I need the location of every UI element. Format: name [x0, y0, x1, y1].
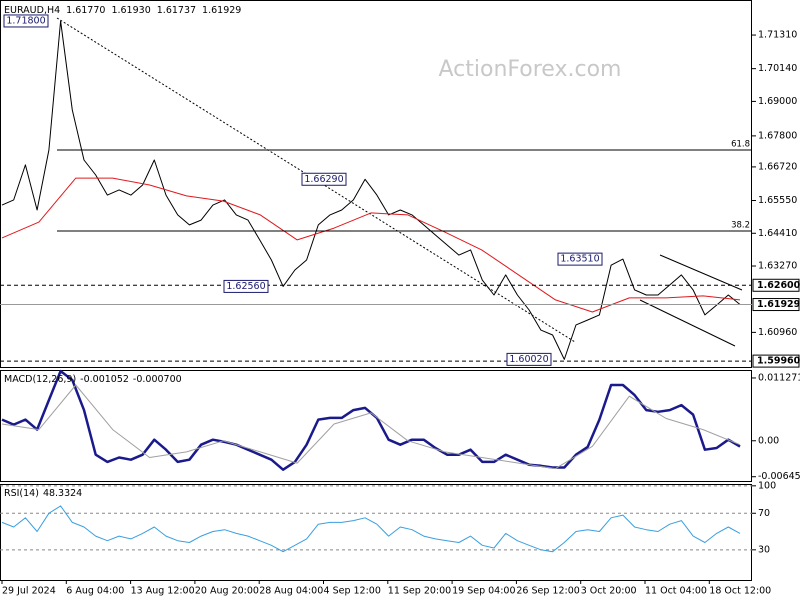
- y-tick-label: 1.70140: [758, 63, 797, 74]
- annotation-box: [557, 252, 603, 266]
- watermark: ActionForex.com: [439, 57, 622, 82]
- ohlc-value: 1.61770: [66, 5, 105, 16]
- y-tick-label: 70: [758, 508, 770, 519]
- price-label-box: [752, 298, 800, 312]
- y-tick-label: -0.006453: [758, 471, 800, 482]
- y-tick-label: 1.60960: [758, 327, 797, 338]
- price-label-box: [752, 278, 800, 292]
- indicator-reading: -0.001052: [80, 374, 129, 385]
- indicator-name: RSI(14): [4, 488, 39, 499]
- y-tick-label: 1.65550: [758, 195, 797, 206]
- x-tick-label: 28 Aug 04:00: [259, 586, 323, 597]
- series-line: [1, 20, 741, 360]
- x-tick-label: 18 Oct 12:00: [709, 586, 771, 597]
- x-tick-label: 20 Aug 20:00: [195, 586, 259, 597]
- indicator-title: MACD(12,26,9) -0.001052 -0.000700: [4, 374, 182, 385]
- rsi-panel: [0, 484, 752, 581]
- series-line: [1, 505, 741, 553]
- series-line: [1, 369, 741, 471]
- symbol: EURAUD,H4: [4, 5, 60, 16]
- y-tick-label: 1.71310: [758, 30, 797, 41]
- indicator-reading: 48.3324: [43, 488, 82, 499]
- x-tick-label: 13 Aug 12:00: [131, 586, 195, 597]
- ohlc-value: 1.61737: [157, 5, 196, 16]
- price-label: 1.62600: [757, 280, 800, 291]
- fib-label: 38.2: [731, 220, 750, 230]
- x-tick-label: 11 Oct 04:00: [645, 586, 707, 597]
- ohlc-value: 1.61930: [111, 5, 150, 16]
- annotation-box: [223, 279, 269, 293]
- header: EURAUD,H4 1.61770 1.61930 1.61737 1.61929: [4, 5, 241, 16]
- y-tick-label: 1.64410: [758, 228, 797, 239]
- annotation-box: [506, 352, 552, 366]
- x-tick-label: 4 Sep 12:00: [324, 586, 381, 597]
- indicator-name: MACD(12,26,9): [4, 374, 76, 385]
- ohlc-value: 1.61929: [202, 5, 241, 16]
- annotation: 1.63510: [560, 254, 599, 265]
- indicator-reading: -0.000700: [133, 374, 182, 385]
- y-tick-label: 1.66720: [758, 161, 797, 172]
- x-tick-label: 19 Sep 04:00: [452, 586, 515, 597]
- series-line: [1, 177, 741, 313]
- price-panel: [0, 0, 752, 368]
- annotation: 1.71800: [6, 15, 45, 26]
- y-tick-label: 0.011271: [758, 372, 800, 383]
- price-label-box: [752, 354, 800, 368]
- macd-panel: [0, 370, 752, 482]
- annotation-box: [3, 14, 49, 28]
- annotation: 1.66290: [304, 174, 343, 185]
- y-tick-label: 0.00: [758, 435, 779, 446]
- x-tick-label: 3 Oct 20:00: [581, 586, 637, 597]
- x-tick-label: 26 Sep 12:00: [516, 586, 579, 597]
- annotation-box: [301, 172, 347, 186]
- channel-line: [639, 299, 736, 347]
- x-tick-label: 29 Jul 2024: [2, 586, 56, 597]
- annotation: 1.60020: [509, 354, 548, 365]
- indicator-title: RSI(14) 48.3324: [4, 488, 82, 499]
- fib-label: 61.8: [731, 139, 750, 149]
- y-tick-label: 1.63270: [758, 261, 797, 272]
- price-label: 1.61929: [757, 299, 800, 310]
- y-tick-label: 1.69000: [758, 96, 797, 107]
- y-tick-label: 1.67800: [758, 130, 797, 141]
- price-label: 1.59960: [757, 356, 800, 367]
- channel-line: [659, 254, 743, 291]
- x-tick-label: 11 Sep 20:00: [388, 586, 451, 597]
- x-tick-label: 6 Aug 04:00: [66, 586, 124, 597]
- y-tick-label: 100: [758, 480, 776, 491]
- annotation: 1.62560: [226, 281, 265, 292]
- y-tick-label: 30: [758, 544, 770, 555]
- series-line: [1, 384, 741, 470]
